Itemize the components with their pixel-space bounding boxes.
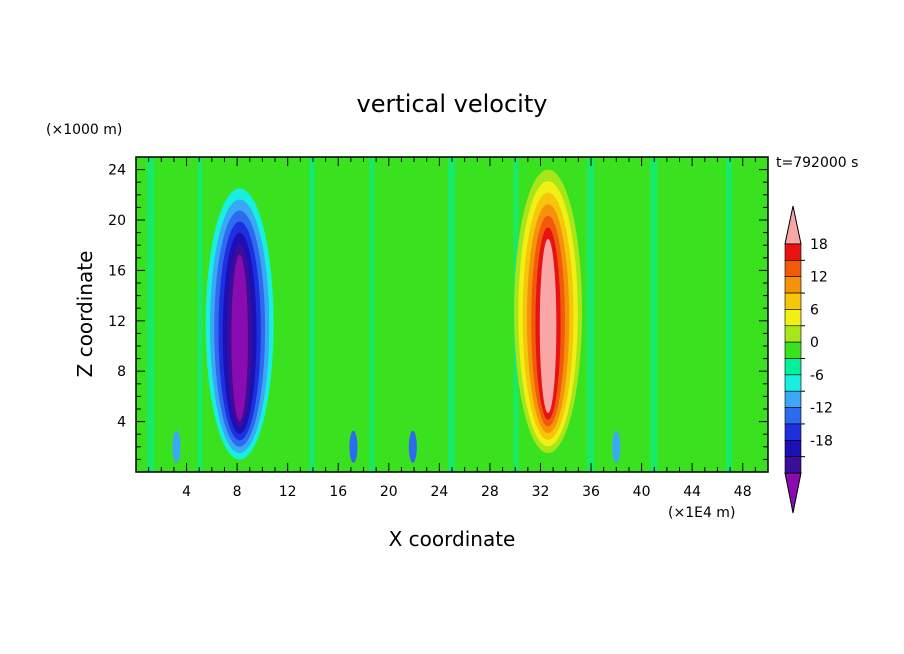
colorbar-box [784,341,802,359]
field-streak [618,157,625,472]
colorbar-box [784,407,802,425]
x-axis-label: X coordinate [389,527,516,551]
downdraft-band [231,254,248,422]
field-spot [612,430,621,463]
x-tick-label: 4 [182,484,191,500]
field-streak [473,157,480,472]
field-streak [407,157,414,472]
field-streak [753,157,759,472]
field-spot [349,430,358,463]
field-streak [587,157,595,472]
colorbar-box [784,390,802,408]
colorbar-label: 18 [810,237,828,253]
contour-field [136,157,768,472]
colorbar-box [784,456,802,474]
y-units-label: (×1000 m) [46,122,122,138]
x-units-label: (×1E4 m) [668,505,735,521]
x-tick-label: 28 [481,484,499,500]
x-tick-label: 44 [683,484,701,500]
colorbar-box [784,292,802,310]
y-tick-label: 24 [108,163,126,179]
colorbar-box [784,260,802,278]
x-tick-label: 20 [380,484,398,500]
colorbar-label: 12 [810,270,828,286]
chart-title: vertical velocity [357,90,548,118]
x-axis-ticks: 4 8 12 16 20 24 28 32 36 40 44 48 [148,157,756,500]
field-streak [346,157,353,472]
colorbar-box [784,423,802,441]
colorbar-box [784,243,802,261]
colorbar: 18 12 6 0 -6 -12 -18 [784,205,833,514]
colorbar-box [784,374,802,392]
colorbar-box [784,358,802,376]
colorbar-label: 0 [810,335,819,351]
colorbar-label: -18 [810,433,833,449]
field-streak [726,157,733,472]
x-tick-label: 16 [329,484,347,500]
x-tick-label: 40 [633,484,651,500]
colorbar-box [784,309,802,327]
field-spot [408,430,417,463]
field-streak [147,157,155,472]
y-tick-label: 16 [108,263,126,279]
y-tick-label: 12 [108,314,126,330]
x-tick-label: 48 [734,484,752,500]
colorbar-label: -12 [810,401,833,417]
field-streak [197,157,203,472]
colorbar-label: -6 [810,368,824,384]
colorbar-box [784,439,802,457]
field-streak [308,157,315,472]
x-tick-label: 8 [233,484,242,500]
colorbar-top-arrow [784,205,802,245]
field-streak [277,157,285,472]
field-streak [650,157,658,472]
updraft-band [539,238,557,414]
y-tick-label: 8 [117,364,126,380]
time-label: t=792000 s [776,155,858,171]
field-spot [172,430,181,463]
y-axis-ticks: 4 8 12 16 20 24 [108,163,768,460]
y-axis-label: Z coordinate [73,251,97,378]
y-tick-label: 20 [108,213,126,229]
colorbar-box [784,276,802,294]
x-tick-label: 24 [430,484,448,500]
x-tick-label: 12 [279,484,297,500]
y-tick-label: 4 [117,415,126,431]
colorbar-label: 6 [810,302,819,318]
field-streak [369,157,375,472]
colorbar-bottom-arrow [784,472,802,514]
field-streak [690,157,697,472]
colorbar-box [784,325,802,343]
x-tick-label: 36 [582,484,600,500]
x-tick-label: 32 [532,484,550,500]
field-streak [176,157,183,472]
field-streak [448,157,456,472]
